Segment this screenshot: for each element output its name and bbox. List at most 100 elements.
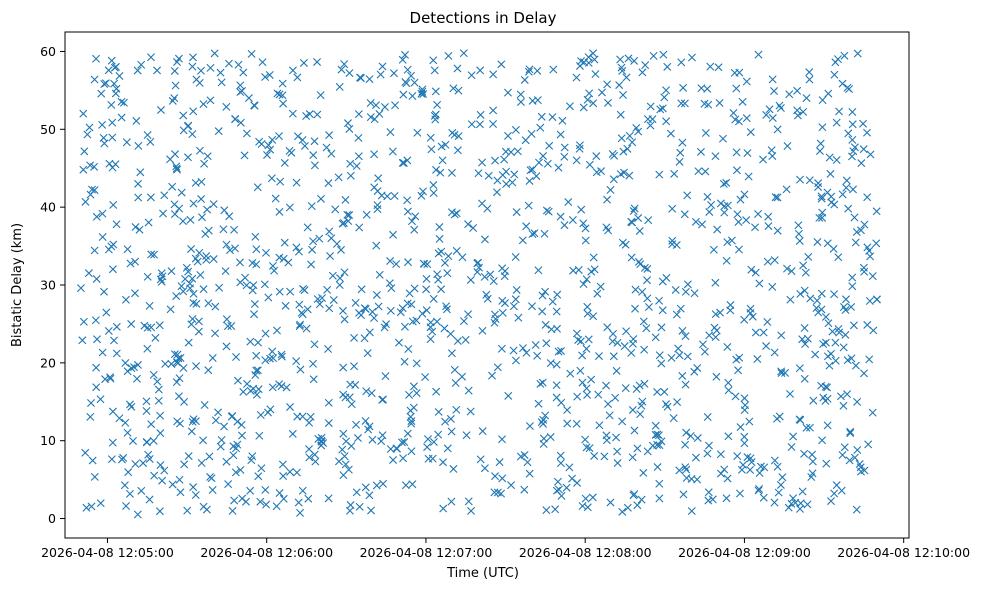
x-tick-label: 2026-04-08 12:09:00 [678,545,811,560]
data-point [501,147,510,156]
data-point [808,450,817,459]
data-point [512,208,521,217]
data-point [208,486,217,494]
data-point [525,422,534,431]
data-point [630,204,639,213]
data-point [657,323,666,332]
data-point [865,355,874,364]
data-point [216,442,225,451]
data-point [552,360,561,369]
data-point [131,223,140,232]
data-point [516,98,525,107]
data-point [476,66,485,75]
data-point [773,193,782,202]
data-point [422,285,431,294]
data-point [76,284,85,293]
data-point [132,116,141,125]
data-point [798,335,807,344]
data-point [158,476,167,485]
data-point [228,506,237,515]
data-point [407,419,416,428]
data-point [556,451,565,460]
data-point [821,312,830,321]
data-point [724,378,733,387]
data-point [302,324,311,333]
data-point [818,436,827,445]
data-point [90,75,99,84]
data-point [155,321,164,330]
data-point [633,501,642,510]
data-point [310,340,319,349]
data-point [708,495,717,504]
data-point [87,502,96,511]
data-point [651,333,660,342]
data-point [573,392,582,401]
data-point [447,168,456,177]
data-point [799,261,808,270]
data-point [87,399,96,408]
data-point [122,502,131,510]
data-point [124,468,133,477]
data-point [153,377,162,386]
data-point [774,488,783,497]
data-point [240,151,249,160]
data-point [556,130,565,139]
data-point [266,145,275,154]
data-point [751,268,760,277]
data-point [579,280,588,289]
data-point [453,337,462,346]
data-point [209,200,218,209]
data-point [199,100,208,109]
data-point [146,137,155,146]
data-point [315,234,324,243]
data-point [253,366,262,375]
data-point [498,474,507,483]
data-point [681,332,690,341]
data-point [98,348,107,357]
data-point [403,207,412,216]
data-point [343,119,352,128]
data-point [701,129,710,137]
data-point [575,141,584,150]
data-point [860,369,868,378]
data-point [676,304,685,313]
data-point [155,507,164,516]
data-point [847,302,856,311]
data-point [199,436,208,445]
data-point [391,101,400,110]
data-point [88,456,97,465]
data-point [516,90,525,99]
data-point [553,324,561,333]
data-point [322,143,331,152]
data-point [135,225,144,234]
data-point [608,150,617,159]
data-point [467,71,476,80]
data-point [143,131,152,139]
data-point [177,188,186,197]
data-point [406,412,415,421]
data-point [108,133,117,142]
data-point [578,351,587,360]
data-point [595,421,604,430]
data-point [292,357,301,366]
data-point [604,400,613,409]
data-point [168,480,177,489]
data-point [323,285,332,294]
data-point [195,146,204,155]
data-point [480,464,489,473]
data-point [583,390,592,399]
data-point [737,465,746,474]
data-point [234,60,243,69]
data-point [168,96,177,105]
data-point [841,306,850,315]
data-point [678,326,687,335]
data-point [662,400,670,409]
data-point [682,473,691,482]
data-point [711,310,720,319]
data-point [420,259,429,268]
data-point [644,216,653,225]
data-point [823,394,832,403]
data-point [353,434,362,443]
data-point [682,465,691,474]
data-point [583,95,592,104]
